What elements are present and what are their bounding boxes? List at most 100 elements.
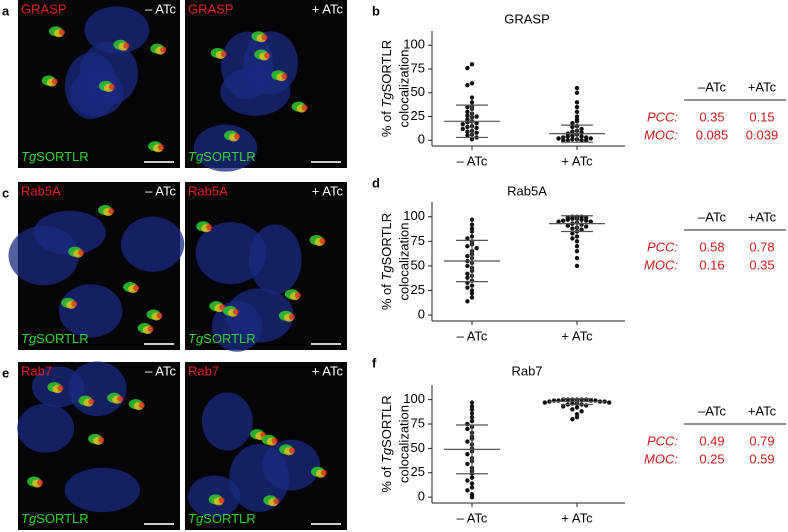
data-point — [465, 113, 470, 118]
data-point — [584, 224, 589, 229]
stain-label: Rab5A — [188, 183, 228, 198]
signal — [108, 83, 115, 90]
signal — [123, 42, 130, 49]
data-point — [465, 129, 470, 134]
y-tick-label: 100 — [403, 391, 425, 406]
marker-rest: SORTLR — [36, 331, 89, 346]
marker-italic: Tg — [188, 331, 204, 346]
y-tick-label: 75 — [411, 415, 425, 430]
signal — [289, 447, 296, 454]
signal — [108, 208, 115, 215]
data-point — [561, 218, 566, 223]
marker-rest: SORTLR — [203, 331, 256, 346]
data-point — [570, 133, 575, 138]
signal — [58, 29, 65, 36]
x-tick-label: – ATc — [457, 153, 488, 168]
data-point — [570, 120, 575, 126]
data-point — [570, 226, 575, 231]
data-point — [570, 231, 575, 236]
signal — [234, 133, 241, 140]
marker-label: TgSORTLR — [21, 331, 89, 346]
data-point — [565, 134, 570, 139]
stain-label: Rab7 — [21, 363, 52, 378]
signal — [232, 308, 239, 315]
x-tick-label: + ATc — [561, 510, 593, 525]
data-point — [465, 299, 470, 304]
data-point — [565, 217, 570, 222]
nucleus — [84, 6, 150, 54]
signal — [158, 144, 165, 151]
data-point — [561, 138, 566, 143]
table-row-label: MOC: — [644, 451, 678, 466]
data-point — [469, 217, 475, 222]
data-point — [570, 236, 575, 241]
y-label-pre: % of — [379, 281, 394, 311]
signal — [88, 398, 95, 405]
table-cell: 0.59 — [749, 451, 774, 466]
data-point — [465, 452, 470, 457]
data-point — [574, 255, 580, 261]
signal — [281, 73, 288, 80]
signal — [206, 224, 213, 231]
signal — [160, 46, 167, 53]
signal — [98, 436, 105, 443]
data-point — [574, 244, 580, 249]
panel-letter: c — [2, 185, 9, 200]
nucleus — [17, 403, 75, 453]
y-tick-label: 25 — [411, 282, 425, 297]
table-header: +ATc — [748, 79, 777, 94]
marker-italic: Tg — [21, 511, 37, 526]
marker-rest: SORTLR — [203, 149, 256, 164]
marker-italic: Tg — [21, 331, 37, 346]
nucleus — [221, 31, 274, 100]
data-point — [465, 439, 470, 444]
y-tick-label: 50 — [411, 440, 425, 455]
data-point — [574, 100, 580, 105]
data-point — [542, 400, 547, 405]
data-point — [570, 129, 575, 134]
table-header: +ATc — [748, 209, 777, 224]
data-point — [588, 136, 593, 141]
nucleus — [193, 124, 258, 172]
table-cell: 0.35 — [699, 109, 724, 124]
signal — [273, 498, 280, 505]
data-point — [469, 100, 475, 105]
signal — [133, 285, 140, 292]
data-point — [579, 126, 584, 132]
condition-label: + ATc — [312, 183, 344, 198]
data-point — [574, 234, 580, 239]
signal — [117, 395, 124, 402]
signal — [271, 437, 278, 444]
table-header: +ATc — [748, 403, 777, 418]
data-point — [570, 137, 575, 142]
table-row-label: PCC: — [647, 239, 678, 254]
condition-label: + ATc — [312, 363, 344, 378]
nucleus — [262, 439, 321, 491]
table-cell: 0.16 — [699, 257, 724, 272]
stain-label: Rab5A — [21, 183, 61, 198]
x-tick-label: – ATc — [457, 510, 488, 525]
nucleus — [225, 288, 294, 343]
y-label-pre: % of — [379, 108, 394, 138]
data-point — [465, 133, 470, 138]
data-point — [465, 124, 470, 130]
data-point — [469, 414, 475, 420]
panel-letter: b — [372, 3, 380, 18]
signal — [294, 292, 301, 299]
data-point — [465, 426, 470, 432]
data-point — [469, 485, 475, 490]
data-point — [556, 136, 561, 141]
data-point — [474, 130, 479, 135]
y-tick-label: 50 — [411, 257, 425, 272]
data-point — [469, 62, 475, 67]
y-axis-label: colocalization — [396, 49, 411, 127]
data-point — [579, 138, 584, 143]
marker-label: TgSORTLR — [21, 511, 89, 526]
signal — [319, 238, 326, 245]
data-point — [570, 124, 575, 130]
data-point — [561, 404, 566, 409]
data-point — [474, 114, 479, 119]
data-point — [469, 81, 475, 86]
marker-italic: Tg — [188, 149, 204, 164]
